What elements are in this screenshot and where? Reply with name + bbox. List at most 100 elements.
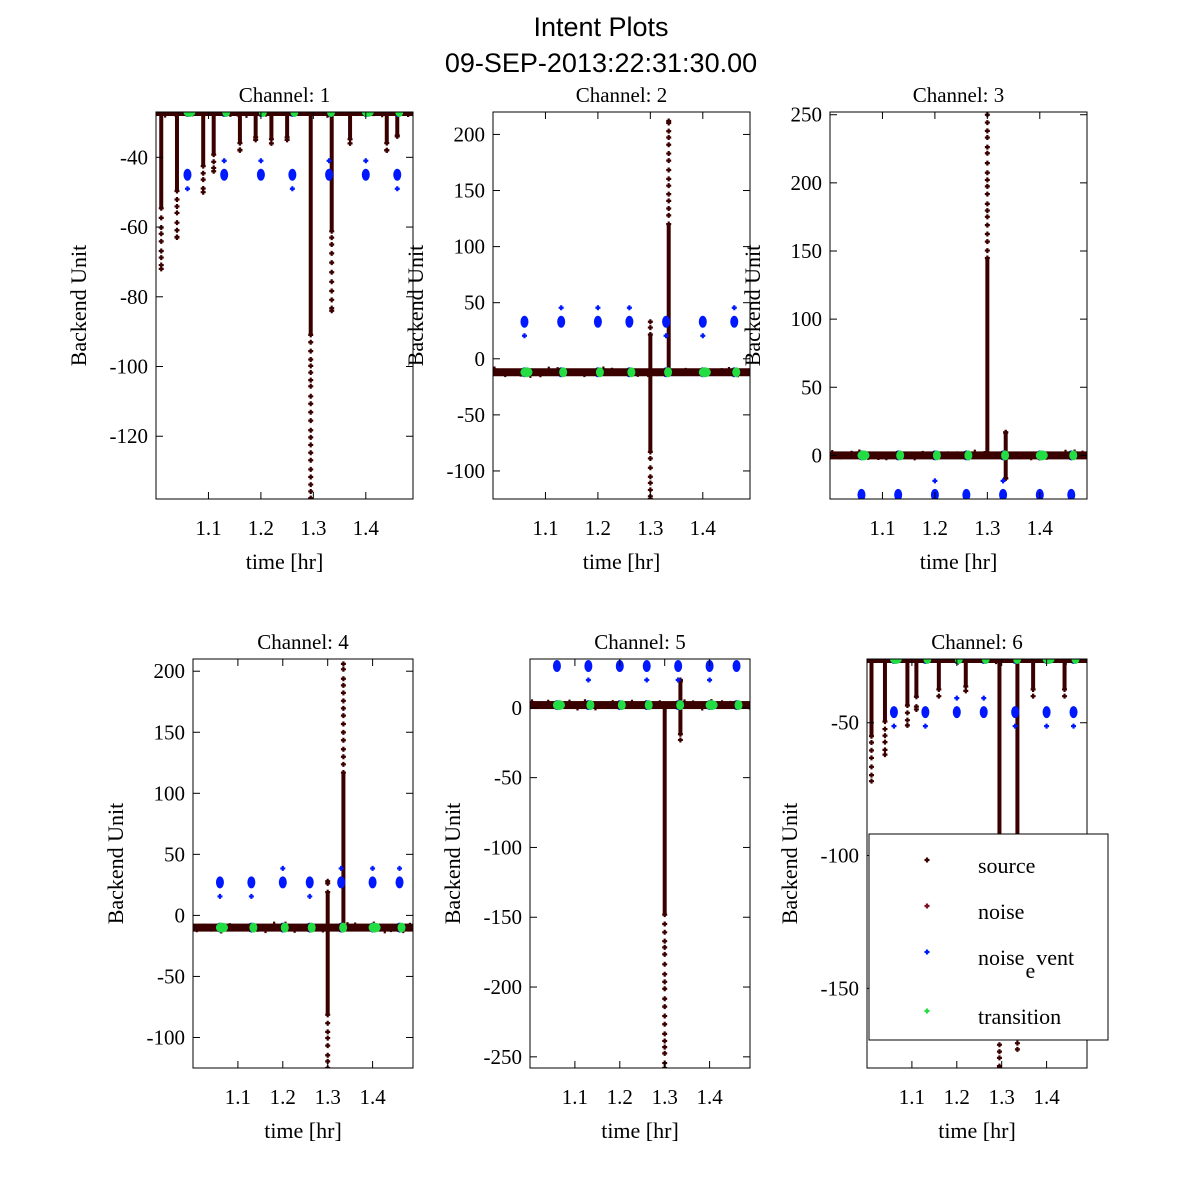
transition-point: [732, 367, 741, 378]
source-point: [882, 719, 888, 725]
source-point: [666, 134, 672, 140]
source-point: [677, 737, 683, 743]
x-axis-label: time [hr]: [246, 549, 324, 574]
source-point: [158, 231, 164, 237]
source-point: [340, 705, 346, 711]
source-point: [340, 682, 346, 688]
source-point: [656, 700, 663, 707]
source-point: [345, 112, 348, 113]
noise-event-point: [1071, 723, 1077, 729]
noise-event-point: [558, 305, 564, 311]
noise-event-cluster: [247, 876, 256, 889]
source-point: [352, 922, 359, 929]
x-tick-label: 1.3: [989, 1085, 1015, 1109]
source-point: [329, 269, 335, 275]
source-point: [308, 418, 314, 424]
source-point: [989, 452, 996, 459]
source-point: [609, 700, 616, 707]
noise-event-cluster: [698, 315, 707, 328]
noise-event-cluster: [520, 315, 529, 328]
source-baseline: [156, 112, 413, 116]
noise-event-cluster: [593, 315, 602, 328]
source-point: [1014, 1046, 1020, 1052]
noise-event-cluster: [361, 168, 370, 181]
source-point: [545, 699, 552, 706]
source-point: [963, 659, 970, 663]
source-point: [903, 659, 910, 662]
source-point: [172, 112, 179, 117]
source-point: [904, 717, 910, 723]
x-tick-label: 1.1: [562, 1085, 588, 1109]
transition-point: [981, 659, 990, 664]
source-point: [666, 221, 672, 227]
noise-event-cluster: [288, 168, 297, 181]
panel-title: Channel: 3: [913, 83, 1005, 107]
source-point: [201, 923, 208, 930]
transition-point: [249, 922, 258, 933]
x-tick-label: 1.4: [690, 516, 717, 540]
y-axis-label: Backend Unit: [740, 245, 765, 367]
noise-event-point: [521, 333, 527, 339]
noise-event-point: [663, 333, 669, 339]
source-point: [308, 474, 314, 480]
source-point: [340, 729, 346, 735]
transition-point: [698, 367, 711, 378]
source-point: [308, 383, 314, 389]
y-tick-label: 150: [454, 179, 486, 203]
source-point: [325, 1029, 331, 1035]
source-point: [329, 250, 335, 256]
x-axis-label: time [hr]: [920, 549, 998, 574]
y-tick-label: 0: [512, 696, 523, 720]
noise-event-point: [896, 506, 901, 511]
source-point: [493, 366, 498, 373]
source-point: [200, 163, 206, 169]
y-tick-label: 100: [791, 307, 823, 331]
source-point: [904, 710, 910, 716]
noise-event-cluster: [962, 488, 971, 499]
source-point: [662, 921, 668, 927]
source-point: [1028, 454, 1035, 461]
noise-event-cluster: [642, 659, 651, 672]
source-point: [944, 451, 951, 458]
source-point: [682, 367, 689, 374]
transition-point: [676, 700, 685, 711]
transition-point: [595, 367, 604, 378]
source-point: [666, 191, 672, 197]
transition-point: [327, 112, 336, 117]
source-point: [647, 449, 653, 455]
source-point: [381, 927, 388, 934]
noise-event-point: [922, 723, 928, 729]
y-tick-label: -100: [110, 355, 149, 379]
source-point: [984, 201, 990, 207]
source-point: [868, 778, 874, 784]
source-point: [319, 926, 326, 933]
source-point: [848, 450, 855, 457]
x-axis-label: time [hr]: [264, 1118, 342, 1143]
noise-event-point: [1012, 723, 1018, 729]
noise-event-cluster: [662, 315, 671, 328]
source-point: [666, 183, 672, 189]
source-point: [174, 235, 180, 241]
y-tick-label: -40: [120, 145, 148, 169]
transition-point: [1013, 659, 1022, 664]
source-point: [666, 212, 672, 218]
y-tick-label: -60: [120, 215, 148, 239]
noise-event-point: [675, 677, 681, 683]
noise-event-cluster: [325, 168, 334, 181]
noise-event-cluster: [215, 876, 224, 889]
y-tick-label: -150: [821, 976, 860, 1000]
source-point: [325, 1043, 331, 1049]
source-point: [200, 177, 206, 183]
source-point: [308, 488, 314, 494]
source-point: [699, 704, 706, 711]
noise-event-point: [397, 865, 403, 871]
source-point: [647, 487, 653, 493]
noise-event-cluster: [1042, 706, 1051, 719]
y-tick-label: -50: [157, 964, 185, 988]
source-point: [589, 369, 596, 376]
source-point: [984, 191, 990, 197]
source-point: [662, 938, 668, 944]
source-point: [291, 926, 298, 933]
source-point: [308, 496, 314, 499]
source-point: [936, 693, 942, 699]
